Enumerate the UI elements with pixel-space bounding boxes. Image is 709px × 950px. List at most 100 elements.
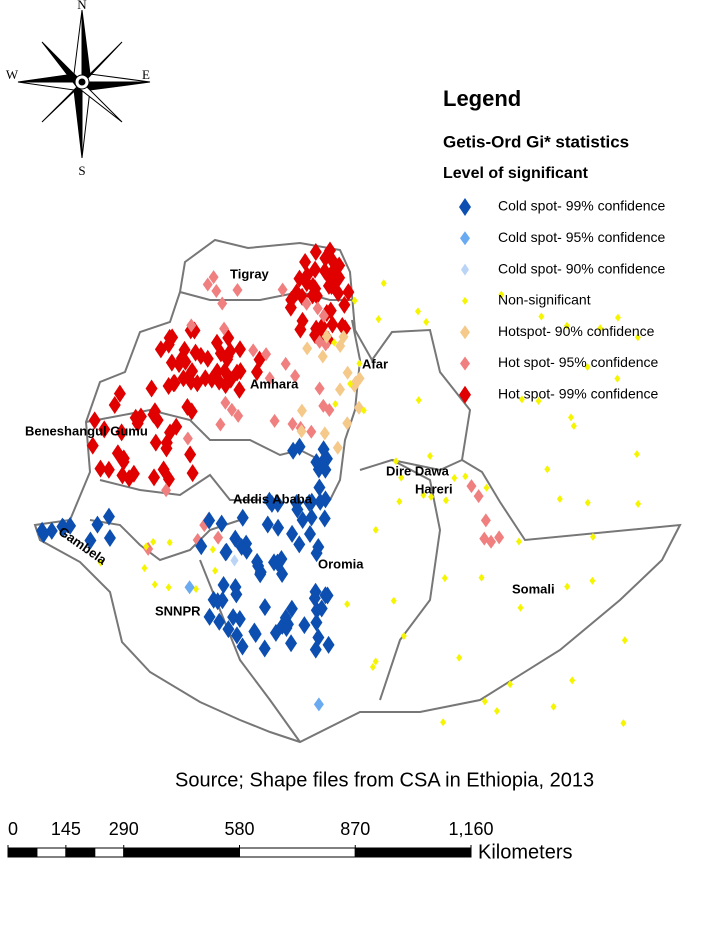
site-point (166, 328, 179, 347)
site-point (184, 580, 195, 595)
site-point (331, 338, 338, 347)
scale-segment (65, 847, 96, 858)
site-point (182, 431, 193, 446)
site-point (272, 554, 285, 573)
site-point (498, 290, 505, 299)
site-point (570, 421, 577, 430)
site-point (317, 349, 328, 364)
site-point (360, 406, 367, 415)
site-point (302, 341, 313, 356)
site-point (181, 398, 194, 417)
site-point (310, 613, 323, 632)
site-point (633, 450, 640, 459)
site-point (285, 599, 298, 618)
site-point (261, 347, 272, 362)
site-point (309, 243, 322, 262)
site-point (335, 382, 346, 397)
site-point (466, 479, 477, 494)
site-point (151, 580, 158, 589)
legend-label: Cold spot- 99% confidence (498, 198, 666, 214)
site-point (309, 260, 322, 279)
site-point (483, 483, 490, 492)
scale-segment (7, 847, 38, 858)
site-point (372, 657, 379, 666)
site-point (535, 397, 542, 406)
site-point (150, 537, 157, 546)
site-point (396, 497, 403, 506)
site-point (232, 282, 243, 297)
region-label: Tigray (230, 266, 270, 281)
site-point (314, 334, 325, 349)
site-point (102, 460, 115, 479)
legend-marker (461, 263, 469, 276)
legend-marker (459, 385, 471, 404)
site-point (258, 639, 271, 658)
site-point (250, 363, 263, 382)
site-point (392, 457, 399, 466)
site-point (347, 379, 354, 388)
site-point (227, 608, 240, 627)
scale-segment (94, 847, 125, 858)
site-point (305, 492, 318, 511)
site-point (212, 566, 219, 575)
site-point (556, 495, 563, 504)
site-point (326, 315, 339, 334)
site-point (342, 283, 355, 302)
site-point (217, 576, 230, 595)
site-point (189, 343, 202, 362)
site-point (296, 510, 309, 529)
site-point (634, 333, 641, 342)
site-point (214, 344, 227, 363)
site-point (301, 296, 312, 311)
scale-segment (354, 847, 472, 858)
site-point (148, 468, 161, 487)
site-point (306, 424, 317, 439)
site-point (635, 499, 642, 508)
site-point (113, 384, 126, 403)
site-point (480, 513, 491, 528)
site-point (269, 413, 280, 428)
country-outline (33, 238, 682, 744)
site-point (296, 403, 307, 418)
scale-unit: Kilometers (478, 841, 572, 863)
site-point (285, 634, 298, 653)
legend-label: Hot spot- 95% confidence (498, 354, 659, 370)
legend-marker (460, 231, 470, 246)
site-point (441, 574, 448, 583)
site-point (205, 370, 218, 389)
site-point (621, 636, 628, 645)
region-label: Somali (512, 581, 555, 596)
site-point (230, 554, 239, 567)
site-point (313, 697, 324, 712)
site-point (442, 496, 449, 505)
site-point (127, 464, 140, 483)
site-point (310, 453, 323, 472)
region-label: Afar (362, 356, 388, 371)
legend-title: Legend (443, 86, 521, 111)
site-point (589, 576, 596, 585)
site-point (261, 515, 274, 534)
site-point (423, 318, 430, 327)
site-point (94, 459, 107, 478)
site-point (280, 356, 291, 371)
site-point (186, 318, 197, 333)
site-point (284, 298, 297, 317)
legend-label: Hot spot- 99% confidence (498, 386, 659, 402)
compass-w: W (6, 67, 19, 82)
site-point (390, 596, 397, 605)
site-point (116, 466, 129, 485)
site-point (186, 464, 199, 483)
legend-subtitle: Getis-Ord Gi* statistics (443, 132, 629, 151)
site-point (103, 528, 116, 547)
site-point (203, 607, 216, 626)
site-point (191, 374, 204, 393)
site-point (170, 417, 183, 436)
site-point (318, 398, 329, 413)
site-point (254, 565, 267, 584)
site-point (344, 600, 351, 609)
legend-marker (459, 198, 471, 216)
site-point (456, 653, 463, 662)
site-point (211, 283, 222, 298)
site-point (230, 363, 243, 382)
site-point (338, 329, 349, 344)
